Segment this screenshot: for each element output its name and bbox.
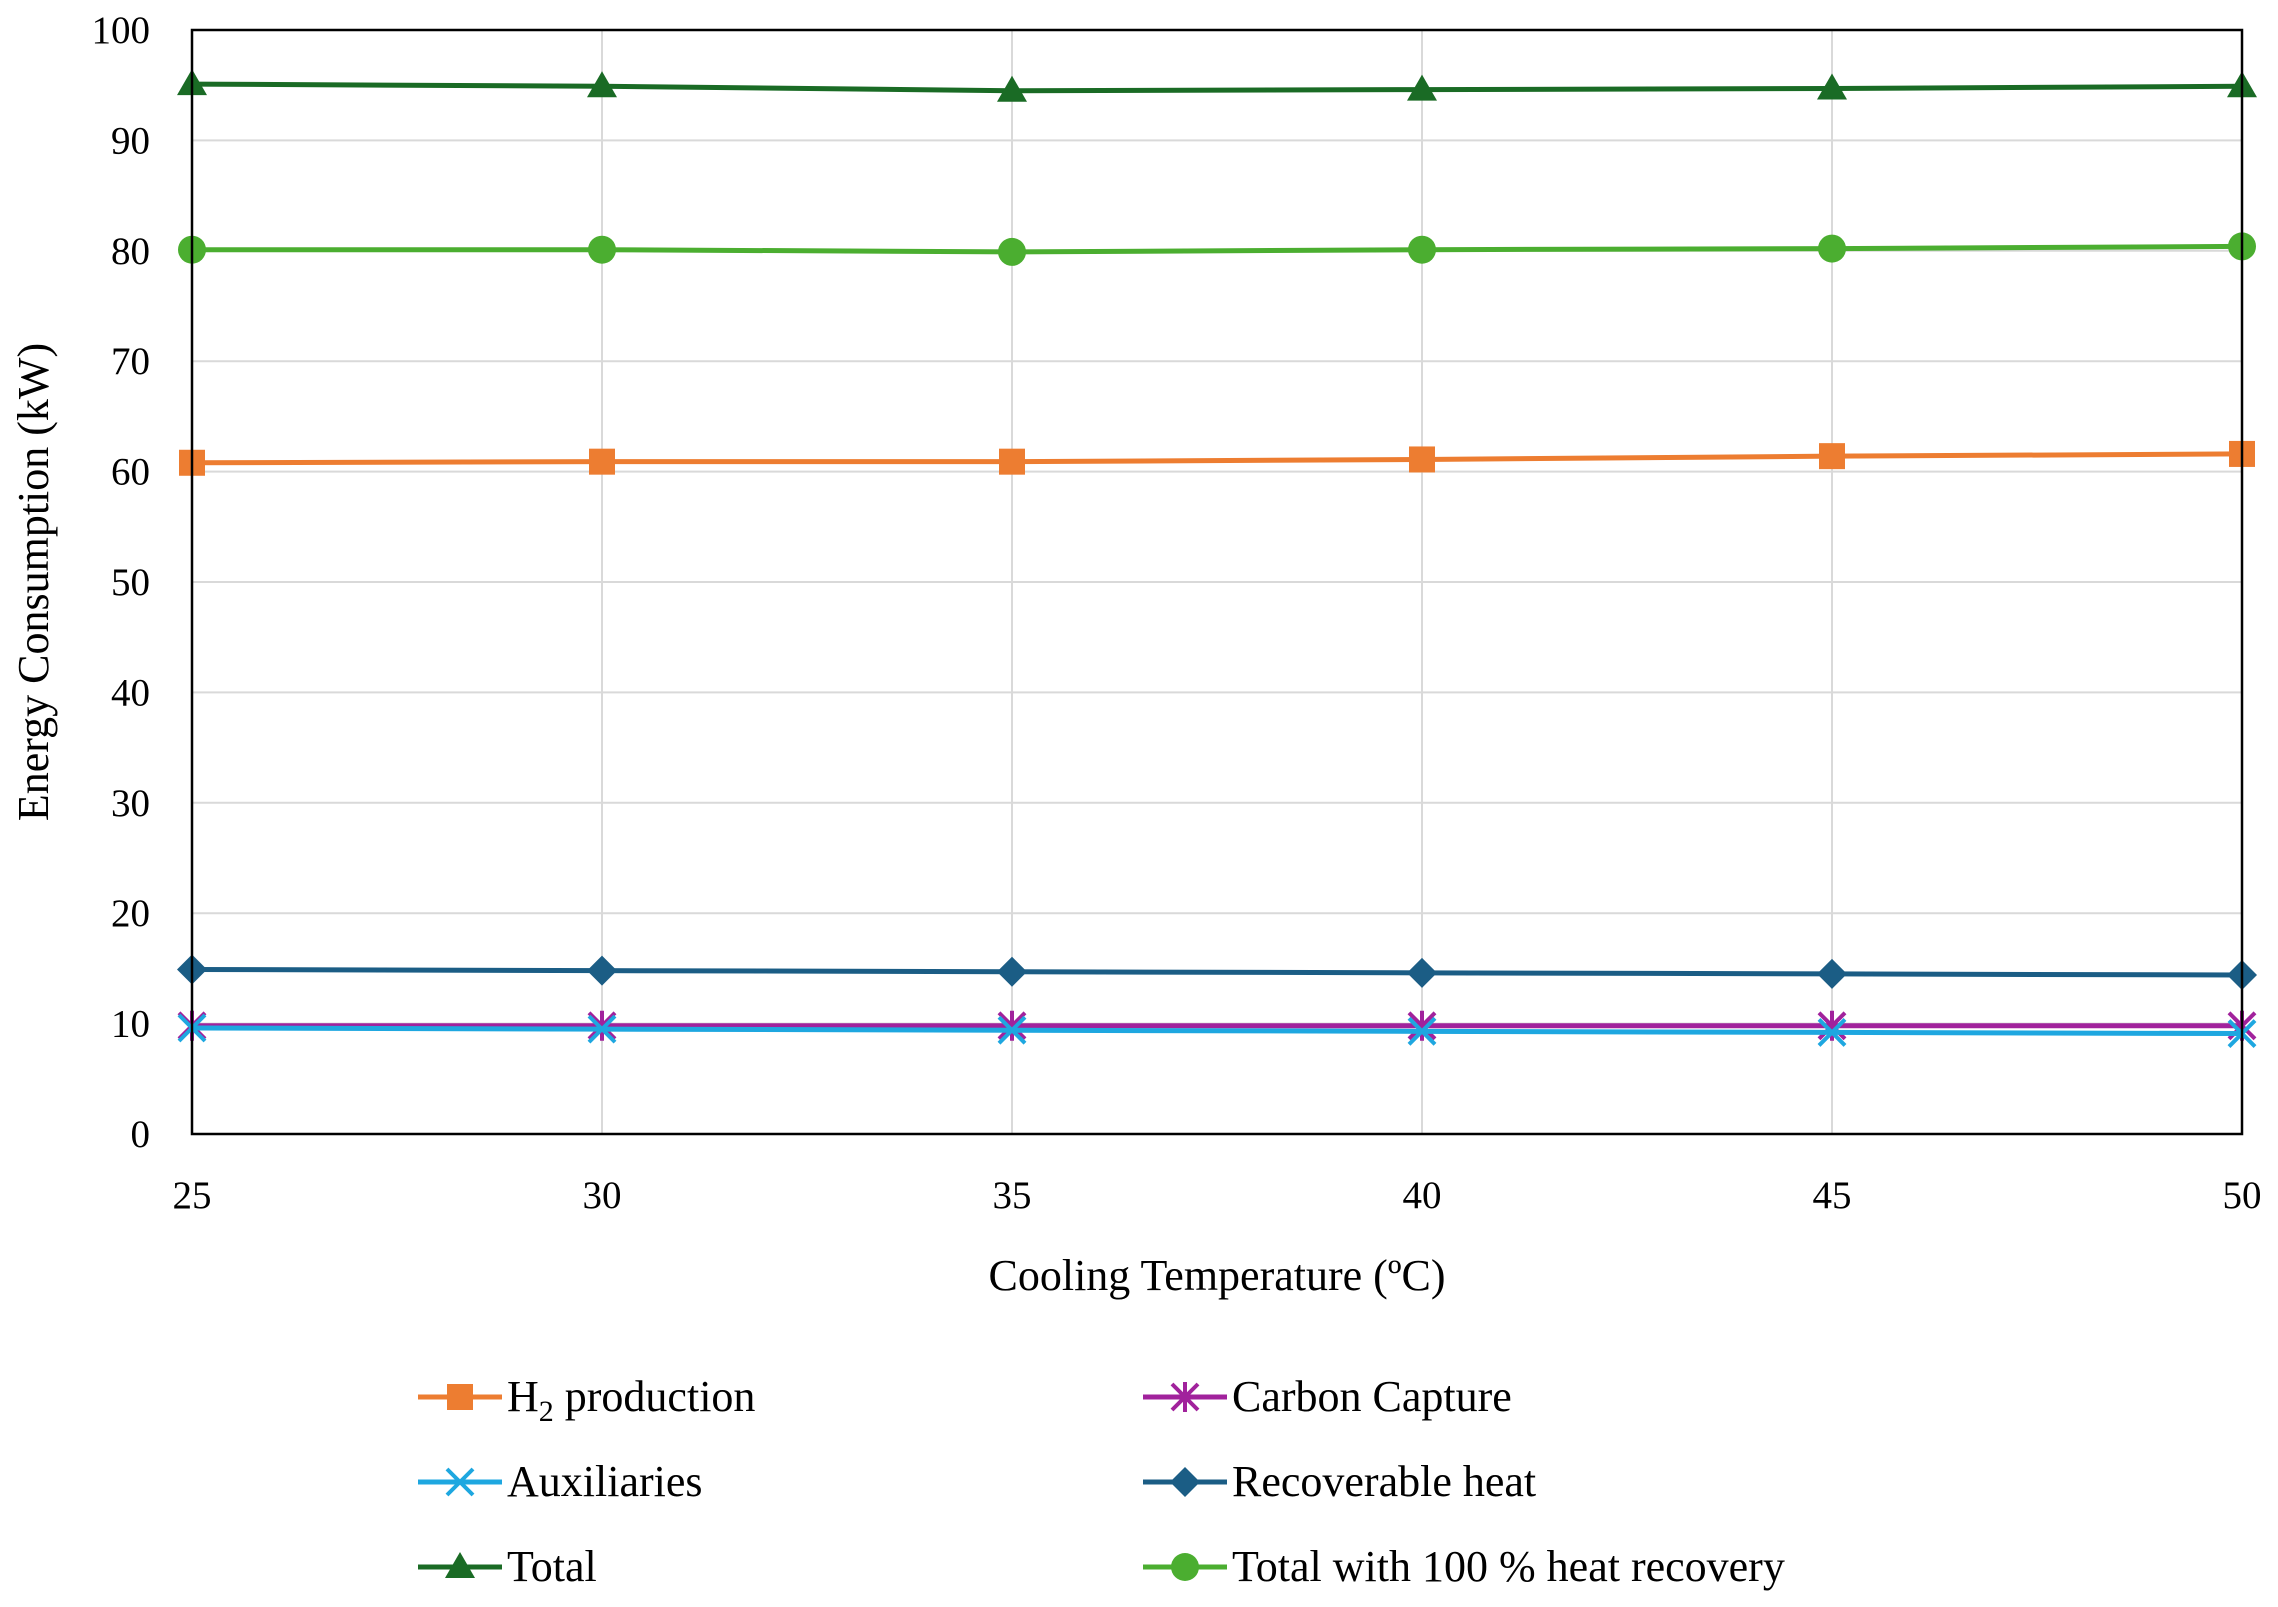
legend-swatch-marker [1171,1553,1199,1581]
data-point [1817,958,1847,989]
legend-swatch-marker [1170,1382,1200,1412]
data-point [1408,235,1436,264]
data-point [997,1015,1027,1045]
data-point [587,955,617,986]
data-point [1407,74,1437,101]
legend-label-prefix: H [507,1372,539,1421]
legend-item: H2 production [418,1372,755,1428]
series-line [192,243,2243,255]
y-tick-label: 0 [131,1113,151,1156]
x-tick-label: 50 [2223,1174,2262,1217]
data-point [587,71,617,98]
y-axis-title: Energy Consumption (kW) [9,343,58,821]
data-point [587,1014,617,1044]
data-point [1407,1010,1437,1041]
x-tick-label: 35 [993,1174,1032,1217]
legend-swatch-marker [447,1384,473,1410]
y-tick-label: 10 [111,1003,150,1046]
legend-label-text: production [554,1372,756,1421]
data-point [587,1010,617,1041]
series-5 [178,232,2256,266]
legend-label-text: Recoverable heat [1232,1457,1536,1506]
y-tick-label: 40 [111,671,150,714]
legend-label: Recoverable heat [1232,1457,1536,1506]
series-line [191,81,2243,94]
legend-label-text: Auxiliaries [507,1457,703,1506]
series-1 [177,1010,2257,1041]
y-tick-label: 20 [111,892,150,935]
data-point [1819,443,1845,470]
legend-label-text: Total with 100 % heat recovery [1232,1542,1785,1591]
legend-label: H2 production [507,1372,755,1428]
data-point [588,235,616,264]
legend-item: Total [418,1542,597,1591]
series-line [191,451,2243,466]
legend: H2 production Carbon Capture Auxiliaries Re… [418,1372,1785,1591]
x-axis-ticks: 25 30 35 40 45 50 [173,1174,2262,1217]
y-tick-label: 90 [111,119,150,162]
legend-item: Total with 100 % heat recovery [1143,1542,1785,1591]
x-tick-label: 30 [583,1174,622,1217]
series-2 [177,1013,2257,1048]
data-point [1817,73,1847,100]
data-point [998,237,1026,266]
x-axis-title: Cooling Temperature (ºC) [989,1251,1446,1300]
legend-label: Carbon Capture [1232,1372,1512,1421]
legend-label-text: Total [507,1542,597,1591]
series-0 [179,440,2255,476]
data-point [1407,1016,1437,1046]
data-point [589,448,615,475]
series-layer [177,69,2257,1048]
series-4 [177,69,2257,102]
data-point [1818,234,1846,263]
y-tick-label: 100 [92,9,151,52]
legend-label: Total [507,1542,597,1591]
legend-label: Total with 100 % heat recovery [1232,1542,1785,1591]
data-point [997,956,1027,987]
x-tick-label: 25 [173,1174,212,1217]
plot-frame [190,28,2244,1136]
legend-label-text: Carbon Capture [1232,1372,1512,1421]
y-tick-label: 80 [111,230,150,273]
y-axis-ticks: 0 10 20 30 40 50 60 70 80 90 100 [92,9,151,1156]
data-point [1409,446,1435,473]
data-point [997,1010,1027,1041]
series-3 [177,954,2257,991]
legend-item: Auxiliaries [418,1457,703,1506]
data-point [997,75,1027,102]
x-tick-label: 45 [1813,1174,1852,1217]
y-tick-label: 60 [111,451,150,494]
data-point [999,448,1025,475]
series-line [191,1025,2243,1037]
legend-label-subscript: 2 [539,1395,554,1428]
y-tick-label: 50 [111,561,150,604]
series-line [191,967,2243,978]
legend-label: Auxiliaries [507,1457,703,1506]
legend-swatch-marker [445,1467,475,1497]
x-tick-label: 40 [1403,1174,1442,1217]
y-tick-label: 70 [111,340,150,383]
data-point [1817,1018,1847,1047]
legend-item: Recoverable heat [1143,1457,1536,1506]
legend-swatch-marker [445,1552,475,1578]
legend-swatch-marker [1170,1467,1200,1497]
legend-item: Carbon Capture [1143,1372,1512,1421]
data-point [1407,957,1437,988]
y-tick-label: 30 [111,782,150,825]
